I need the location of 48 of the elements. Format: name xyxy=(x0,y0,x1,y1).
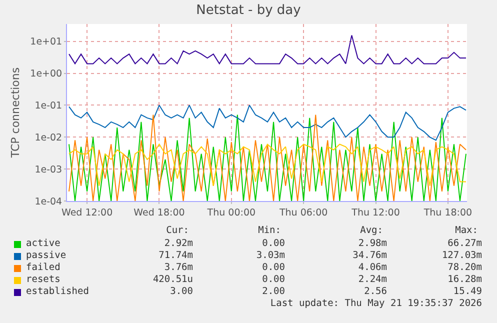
text: Cur: xyxy=(166,225,189,237)
text: 127.03m xyxy=(442,250,482,262)
y-axis-title: TCP connections xyxy=(8,67,22,159)
y-tick-label: 1e-01 xyxy=(34,100,62,112)
legend-label: active xyxy=(26,238,60,250)
y-tick-label: 1e+00 xyxy=(30,68,62,80)
line-series xyxy=(68,104,466,141)
text: 3.76m xyxy=(164,262,193,274)
text: 420.51u xyxy=(152,274,193,286)
text: 3.00 xyxy=(170,286,193,298)
text: 2.92m xyxy=(164,238,193,250)
x-tick-label: Thu 06:00 xyxy=(278,207,328,218)
y-tick-label: 1e-04 xyxy=(34,196,62,208)
x-tick-label: Thu 12:00 xyxy=(350,207,400,218)
x-tick-label: Thu 00:00 xyxy=(206,207,256,218)
x-tick-label: Wed 12:00 xyxy=(61,207,113,218)
legend-label: resets xyxy=(26,274,60,286)
text: 0.00 xyxy=(262,238,285,250)
text: 71.74m xyxy=(158,250,193,262)
text: 3.03m xyxy=(256,250,285,262)
text: 2.98m xyxy=(358,238,387,250)
line-series xyxy=(68,114,466,201)
text: 2.24m xyxy=(358,274,387,286)
x-tick-label: Thu 18:00 xyxy=(422,207,472,218)
line-series xyxy=(68,34,466,64)
text: 4.06m xyxy=(358,262,387,274)
legend-label: passive xyxy=(26,250,66,262)
text: 2.00 xyxy=(262,286,285,298)
text: 0.00 xyxy=(262,262,285,274)
text: 0.00 xyxy=(262,274,285,286)
text: Min: xyxy=(258,225,281,237)
y-tick-label: 1e-02 xyxy=(34,132,62,144)
legend-label: established xyxy=(26,286,89,298)
text: 16.28m xyxy=(448,274,482,286)
text: Max: xyxy=(455,225,478,237)
text: 2.56 xyxy=(364,286,387,298)
line-series xyxy=(68,144,466,186)
text: Last update: Thu May 21 19:35:37 2026 xyxy=(270,298,482,310)
y-tick-label: 1e-03 xyxy=(34,164,62,176)
text: 66.27m xyxy=(448,238,482,250)
chart-title: Netstat - by day xyxy=(196,2,302,18)
text: Avg: xyxy=(360,225,383,237)
y-tick-label: 1e+01 xyxy=(30,36,62,48)
legend-label: failed xyxy=(26,262,60,274)
text: 78.20m xyxy=(448,262,482,274)
x-tick-label: Wed 18:00 xyxy=(134,207,185,218)
text: 15.49 xyxy=(453,286,482,298)
text: 34.76m xyxy=(352,250,387,262)
